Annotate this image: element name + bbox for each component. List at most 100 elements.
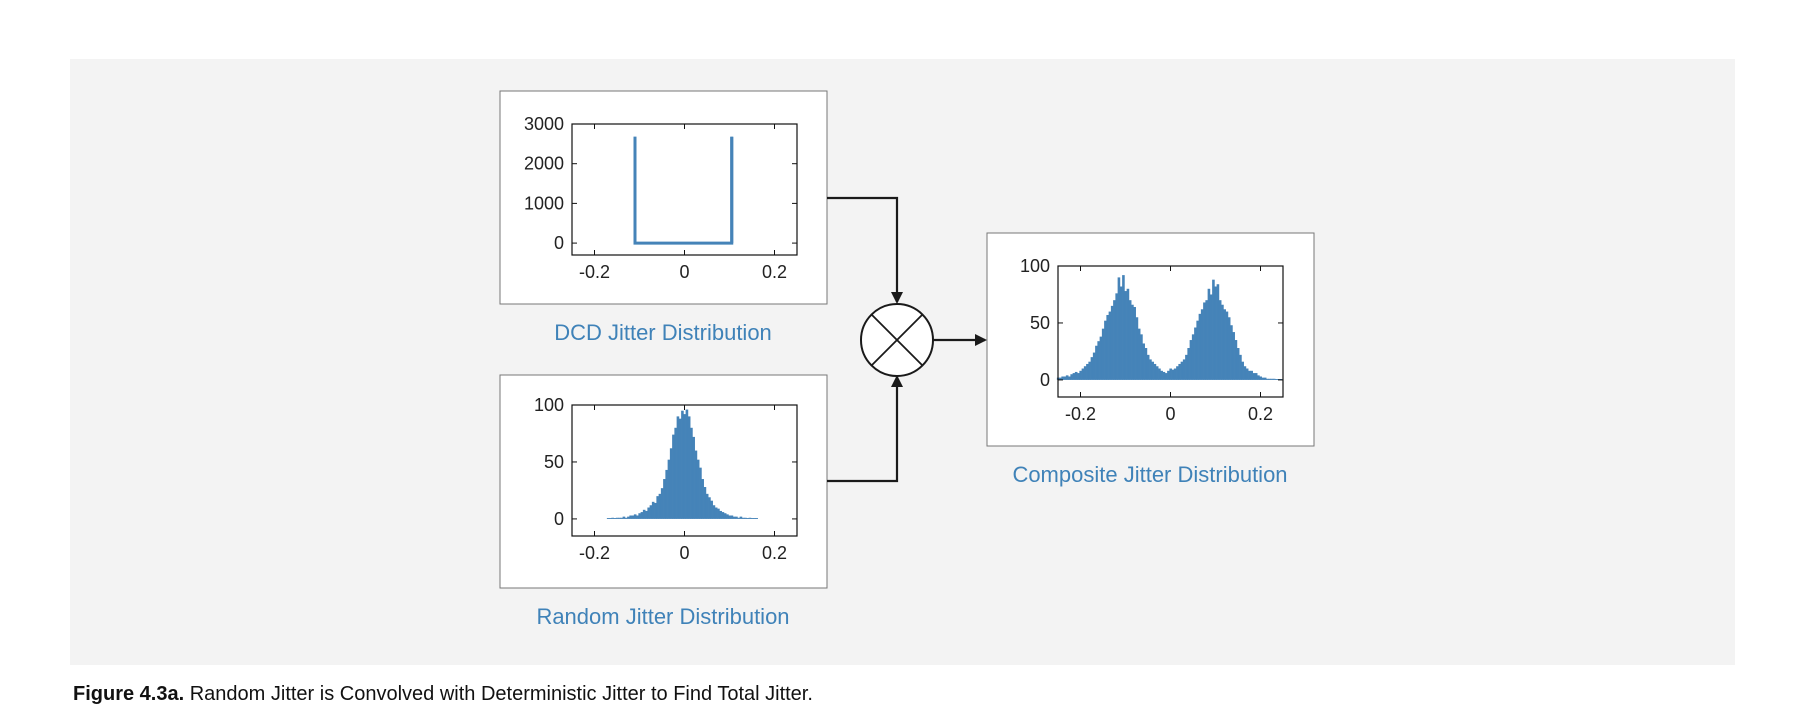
random-histogram-bar (674, 427, 677, 519)
random-histogram-bar (739, 516, 743, 519)
composite-histogram-bar (1113, 300, 1116, 380)
composite-histogram-bar (1254, 373, 1258, 380)
random-y-tick-label: 50 (544, 452, 564, 472)
dcd-x-tick-label: 0.2 (762, 262, 787, 282)
composite-histogram-bar (1200, 309, 1204, 380)
dcd-chart: -0.2 0 0.2 3000 2000 1000 0 DCD Jitter Distrib… (499, 90, 828, 345)
composite-histogram-bar (1088, 361, 1091, 380)
random-y-tick-label: 0 (554, 509, 564, 529)
composite-histogram-bar (1241, 361, 1244, 380)
random-histogram-bar (638, 513, 641, 519)
composite-histogram-bar (1162, 371, 1166, 380)
composite-histogram-bar (1176, 366, 1179, 380)
composite-y-tick-label: 50 (1030, 313, 1050, 333)
random-histogram-bar (683, 414, 686, 519)
composite-histogram-bar (1187, 348, 1190, 380)
random-histogram-bar (719, 510, 722, 519)
composite-histogram-bar (1144, 348, 1148, 380)
random-histogram-bar (723, 513, 727, 519)
composite-histogram-bar (1104, 320, 1107, 380)
composite-histogram-bar (1101, 328, 1105, 380)
arrow-random-to-operator (827, 375, 903, 483)
random-histogram-bar (620, 517, 623, 519)
composite-x-tick-label: 0.2 (1248, 404, 1273, 424)
composite-histogram-bar (1218, 300, 1222, 380)
random-histogram-bar (636, 515, 639, 519)
composite-histogram-bar (1234, 340, 1238, 380)
composite-histogram-bar (1261, 377, 1265, 380)
composite-histogram-bar (1198, 313, 1202, 380)
composite-histogram-bar (1194, 327, 1197, 380)
random-histogram-bar (613, 518, 617, 519)
dcd-y-tick-label: 3000 (524, 114, 564, 134)
random-histogram-bar (730, 515, 734, 519)
composite-histogram-bar (1232, 332, 1235, 380)
composite-histogram-bar (1128, 300, 1132, 380)
random-histogram-bar (746, 518, 749, 519)
composite-histogram-bar (1169, 368, 1172, 380)
composite-histogram-bar (1203, 302, 1206, 380)
composite-x-tick-label: -0.2 (1065, 404, 1096, 424)
composite-histogram-bar (1065, 375, 1069, 380)
composite-histogram-bar (1207, 288, 1211, 380)
composite-histogram-bar (1097, 341, 1100, 380)
composite-histogram-bar (1266, 378, 1269, 380)
random-histogram-bar (753, 518, 756, 519)
random-histogram-bar (654, 502, 657, 519)
random-histogram-bar (685, 409, 689, 519)
random-histogram-bar (660, 488, 664, 519)
composite-histogram-bar (1140, 334, 1143, 380)
random-histogram-bar (755, 518, 758, 519)
arrow-dcd-to-operator (827, 196, 903, 304)
composite-histogram-bar (1252, 373, 1256, 380)
dcd-y-tick-label: 1000 (524, 193, 564, 213)
random-x-tick-label: -0.2 (579, 543, 610, 563)
composite-histogram-bar (1131, 304, 1134, 380)
composite-histogram-bar (1115, 293, 1118, 380)
figure-caption: Figure 4.3a. Random Jitter is Convolved … (73, 683, 813, 706)
composite-histogram-bar (1223, 309, 1226, 380)
random-histogram-bar (687, 416, 691, 519)
random-histogram-bar (726, 514, 729, 519)
composite-histogram-bar (1263, 377, 1267, 380)
composite-histogram-bar (1189, 340, 1193, 380)
composite-histogram-bar (1248, 370, 1251, 380)
composite-histogram-bar (1243, 366, 1247, 380)
random-histogram-bar (649, 505, 653, 519)
composite-histogram-bar (1079, 370, 1082, 380)
composite-histogram-bar (1146, 354, 1150, 380)
composite-chart: -0.2 0 0.2 100 50 0 Composite Jitter Distribu… (986, 232, 1315, 487)
dcd-y-tick-label: 2000 (524, 154, 564, 174)
dcd-x-tick-label: 0 (679, 262, 689, 282)
random-histogram-bar (701, 479, 704, 519)
composite-histogram-bar (1196, 320, 1199, 380)
composite-histogram-bar (1216, 284, 1220, 380)
composite-histogram-bar (1149, 359, 1152, 380)
composite-histogram-bar (1227, 317, 1231, 380)
random-x-tick-label: 0.2 (762, 543, 787, 563)
composite-histogram-bar (1185, 354, 1188, 380)
random-histogram-bar (651, 501, 655, 519)
random-histogram-bar (708, 497, 711, 519)
composite-histogram-bar (1250, 370, 1253, 380)
composite-histogram-bar (1083, 366, 1087, 380)
random-histogram-bar (627, 516, 630, 519)
composite-histogram-bar (1090, 357, 1094, 380)
composite-histogram-bar (1182, 359, 1186, 380)
random-histogram-bar (737, 517, 740, 519)
dcd-chart-title: DCD Jitter Distribution (554, 320, 772, 345)
dcd-x-tick-label: -0.2 (579, 262, 610, 282)
composite-histogram-bar (1137, 328, 1141, 380)
composite-histogram-bar (1191, 334, 1195, 380)
composite-histogram-bar (1061, 376, 1064, 380)
composite-histogram-bar (1245, 368, 1249, 380)
composite-y-tick-label: 0 (1040, 370, 1050, 390)
composite-histogram-bar (1272, 378, 1276, 380)
random-histogram-bar (609, 518, 612, 519)
composite-histogram-bar (1180, 361, 1184, 380)
random-histogram-bar (667, 459, 671, 519)
composite-histogram-bar (1221, 304, 1224, 380)
random-histogram-bar (672, 434, 675, 519)
random-histogram-bar (622, 516, 626, 519)
